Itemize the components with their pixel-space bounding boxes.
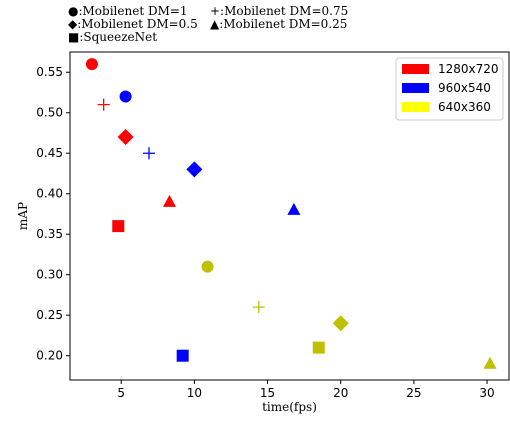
legend-swatch [402, 64, 429, 74]
y-tick-label: 0.50 [36, 106, 63, 120]
point-triangle-marker [163, 194, 177, 207]
x-axis-label: time(fps) [262, 400, 317, 414]
title-text: ◆:Mobilenet DM=0.5 [68, 17, 198, 31]
chart-title: ●:Mobilenet DM=1 +:Mobilenet DM=0.75 ◆:Mob… [68, 4, 348, 44]
legend-label: 640x360 [438, 100, 491, 114]
y-tick-label: 0.45 [36, 146, 63, 160]
point-plus-marker [97, 98, 110, 111]
title-text: ▲:Mobilenet DM=0.25 [210, 17, 347, 31]
point-diamond-marker [332, 315, 349, 332]
x-tick-label: 15 [260, 386, 275, 400]
point-diamond-marker [186, 161, 203, 178]
y-axis-ticks: 0.20 0.25 0.30 0.35 0.40 0.45 0.50 0.55 [36, 65, 70, 363]
y-axis-label: mAP [16, 202, 30, 230]
plot-frame [69, 51, 510, 381]
x-axis-ticks: 5 10 15 20 25 30 [117, 380, 495, 400]
legend-swatch [402, 102, 429, 112]
point-triangle-marker [483, 356, 497, 369]
x-tick-label: 30 [479, 386, 494, 400]
point-plus-marker [143, 147, 156, 160]
point-square-marker [176, 349, 189, 362]
title-text: ■:SqueezeNet [68, 30, 157, 44]
legend-swatch [402, 83, 429, 93]
y-tick-label: 0.35 [36, 227, 63, 241]
x-tick-label: 20 [333, 386, 348, 400]
point-diamond-marker [117, 129, 134, 146]
point-square-marker [112, 220, 125, 233]
legend-label: 960x540 [438, 81, 491, 95]
point-triangle-marker [287, 202, 301, 215]
x-tick-label: 10 [187, 386, 202, 400]
x-tick-label: 25 [406, 386, 421, 400]
title-text: ●:Mobilenet DM=1 [68, 4, 188, 18]
point-circle-marker [85, 58, 98, 71]
x-tick-label: 5 [117, 386, 125, 400]
y-tick-label: 0.20 [36, 349, 63, 363]
y-tick-label: 0.25 [36, 308, 63, 322]
data-points [85, 58, 497, 369]
point-circle-marker [119, 90, 132, 103]
legend: 1280x720 960x540 640x360 [395, 57, 504, 121]
y-tick-label: 0.55 [36, 65, 63, 79]
legend-label: 1280x720 [438, 62, 499, 76]
title-text: +:Mobilenet DM=0.75 [210, 4, 348, 18]
point-circle-marker [201, 260, 214, 273]
point-square-marker [312, 341, 325, 354]
y-tick-label: 0.30 [36, 268, 63, 282]
point-plus-marker [252, 301, 265, 314]
y-tick-label: 0.40 [36, 187, 63, 201]
